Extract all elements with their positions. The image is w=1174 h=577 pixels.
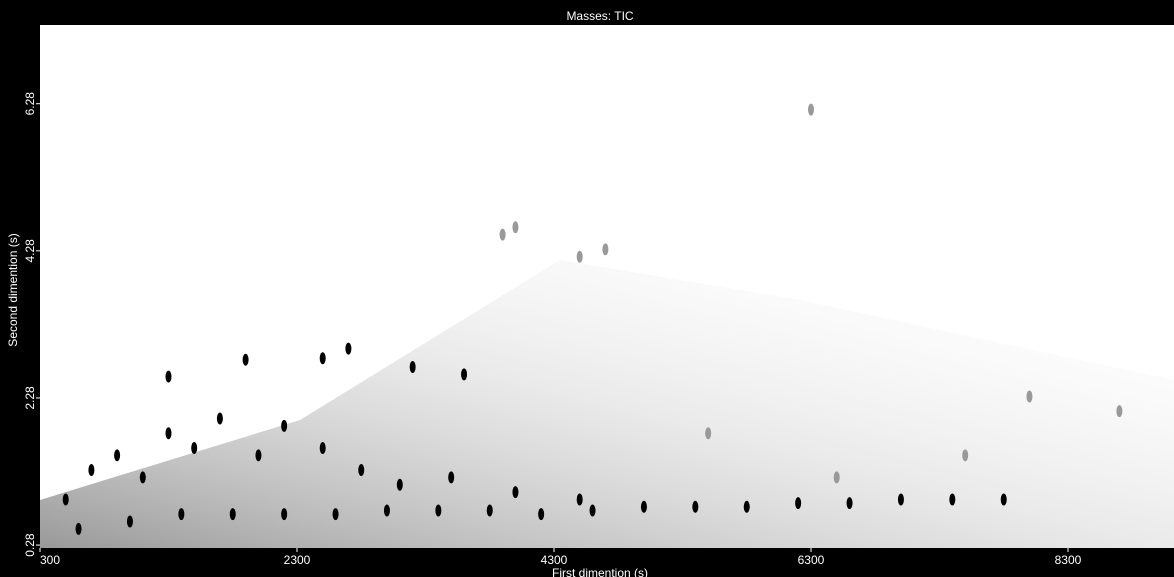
spot <box>590 504 596 516</box>
y-tick-label: 0.28 <box>23 533 37 557</box>
spot <box>512 221 518 233</box>
spot <box>1116 405 1122 417</box>
spot <box>1026 390 1032 402</box>
y-tick-label: 2.28 <box>23 386 37 410</box>
spot <box>487 504 493 516</box>
y-axis-label: Second dimention (s) <box>6 233 20 346</box>
spot <box>641 501 647 513</box>
spot <box>847 497 853 509</box>
spot <box>76 523 82 535</box>
y-tick-label: 4.28 <box>23 239 37 263</box>
spot <box>512 486 518 498</box>
spot <box>281 508 287 520</box>
spot <box>358 464 364 476</box>
spot <box>577 251 583 263</box>
spot <box>165 371 171 383</box>
x-axis-label: First dimention (s) <box>552 566 648 577</box>
spot <box>808 104 814 116</box>
spot <box>63 493 69 505</box>
spot <box>320 352 326 364</box>
spot <box>333 508 339 520</box>
x-tick-label: 4300 <box>541 553 568 567</box>
spot <box>461 368 467 380</box>
spot <box>898 493 904 505</box>
spot <box>538 508 544 520</box>
spot <box>178 508 184 520</box>
spot <box>127 516 133 528</box>
x-tick-label: 2300 <box>284 553 311 567</box>
spot <box>230 508 236 520</box>
spot <box>384 504 390 516</box>
spot <box>88 464 94 476</box>
spot <box>320 442 326 454</box>
spot <box>281 420 287 432</box>
x-tick-label: 6300 <box>798 553 825 567</box>
x-tick-label: 300 <box>40 553 60 567</box>
spot <box>217 413 223 425</box>
spot <box>345 343 351 355</box>
spot <box>435 504 441 516</box>
spot <box>448 471 454 483</box>
chart: Masses: TIC First dimention (s) Second d… <box>0 0 1174 577</box>
spot <box>744 501 750 513</box>
spot <box>692 501 698 513</box>
spot <box>962 449 968 461</box>
spot <box>602 243 608 255</box>
chart-title: Masses: TIC <box>566 9 633 23</box>
y-tick-label: 6.28 <box>23 92 37 116</box>
spot <box>114 449 120 461</box>
spot <box>705 427 711 439</box>
spot <box>140 471 146 483</box>
spot <box>397 479 403 491</box>
spot <box>949 493 955 505</box>
spot <box>243 354 249 366</box>
spot <box>795 497 801 509</box>
spot <box>410 361 416 373</box>
spot <box>834 471 840 483</box>
spot <box>191 442 197 454</box>
spot <box>500 229 506 241</box>
spot <box>165 427 171 439</box>
spot <box>255 449 261 461</box>
spot <box>577 493 583 505</box>
spot <box>1001 493 1007 505</box>
x-tick-label: 8300 <box>1055 553 1082 567</box>
